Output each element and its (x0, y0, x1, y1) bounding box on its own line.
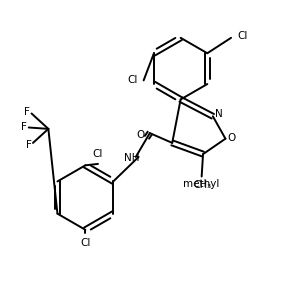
Text: F: F (21, 123, 27, 132)
Text: Cl: Cl (80, 238, 91, 248)
Text: Cl: Cl (93, 149, 103, 159)
Text: Cl: Cl (237, 31, 248, 41)
Text: F: F (26, 140, 32, 150)
Text: CH₃: CH₃ (194, 180, 212, 190)
Text: N: N (215, 109, 223, 119)
Text: NH: NH (124, 153, 139, 163)
Text: O: O (137, 130, 145, 140)
Text: Cl: Cl (127, 75, 138, 85)
Text: methyl: methyl (183, 179, 219, 189)
Text: F: F (24, 106, 30, 117)
Text: O: O (228, 133, 236, 143)
